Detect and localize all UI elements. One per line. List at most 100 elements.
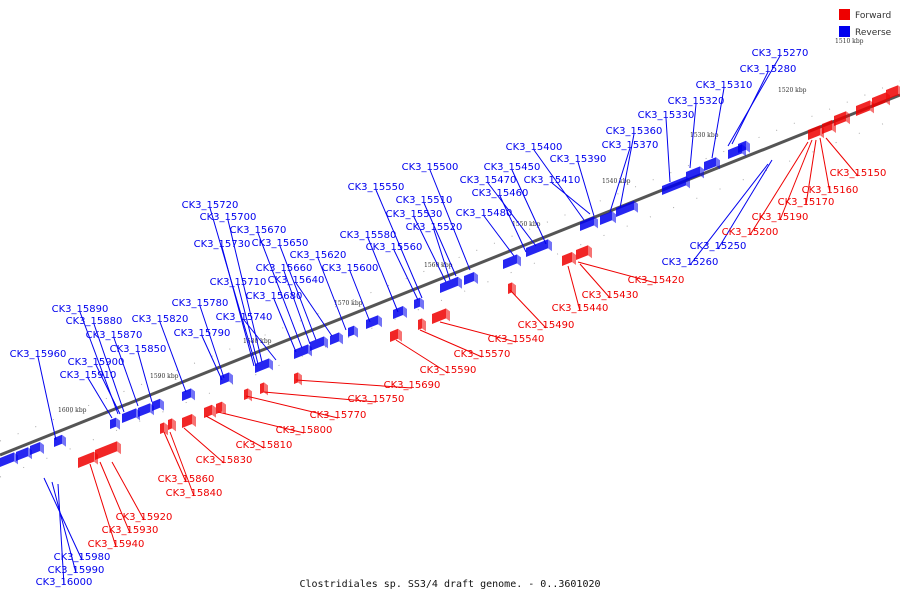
leader-line: [689, 163, 769, 266]
leader-line: [95, 364, 121, 415]
leader-line: [273, 298, 297, 353]
leader-line: [51, 481, 77, 574]
gene-label: CK3_15410: [524, 175, 581, 186]
gene-label: CK3_15920: [116, 512, 173, 523]
leader-line: [263, 391, 377, 403]
gene-label: CK3_15890: [52, 304, 109, 315]
leader-line: [317, 257, 347, 331]
gene-label: CK3_15850: [110, 344, 167, 355]
gene-label: CK3_15900: [68, 357, 125, 368]
forward-gene-block: [182, 414, 196, 428]
gene-label: CK3_15670: [230, 225, 287, 236]
legend: Forward Reverse: [839, 9, 892, 38]
leader-line: [609, 147, 631, 213]
gene-label: CK3_15560: [366, 242, 423, 253]
leader-line: [163, 431, 187, 483]
leader-line: [429, 169, 471, 271]
reverse-gene-block: [255, 358, 273, 373]
leader-line: [577, 161, 595, 217]
tick-label: 1590 kbp: [150, 373, 179, 380]
gene-label: CK3_15270: [752, 48, 809, 59]
leader-line: [87, 377, 113, 419]
gene-label: CK3_15880: [66, 316, 123, 327]
gene-label: CK3_15910: [60, 370, 117, 381]
gene-label: CK3_15330: [638, 110, 695, 121]
gene-label: CK3_15470: [460, 175, 517, 186]
gene-label: CK3_15550: [348, 182, 405, 193]
forward-gene-block: [822, 120, 836, 134]
gene-label: CK3_15990: [48, 565, 105, 576]
gene-label: CK3_15750: [348, 394, 405, 405]
leader-line: [567, 265, 581, 312]
reverse-gene-block: [686, 166, 704, 181]
leader-line: [295, 379, 413, 389]
forward-gene-block: [95, 441, 121, 460]
forward-gene-block: [834, 111, 850, 126]
gene-label: CK3_15600: [322, 263, 379, 274]
leader-line: [295, 282, 333, 337]
gene-label: CK3_15390: [550, 154, 607, 165]
gene-label: CK3_15510: [396, 195, 453, 206]
forward-gene-block: [576, 245, 592, 260]
leader-line: [511, 169, 547, 245]
gene-label: CK3_15200: [722, 227, 779, 238]
leader-line: [665, 117, 671, 183]
tick-label: 1550 kbp: [512, 221, 541, 228]
leader-line: [433, 229, 451, 281]
axis-line: [0, 93, 900, 457]
gene-label: CK3_15930: [102, 525, 159, 536]
forward-gene-block: [808, 125, 824, 140]
gene-label: CK3_15640: [268, 275, 325, 286]
gene-label: CK3_15580: [340, 230, 397, 241]
leader-line: [349, 270, 371, 323]
forward-gene-block: [168, 418, 176, 432]
legend-reverse-swatch: [839, 26, 850, 37]
gene-label: CK3_15500: [402, 162, 459, 173]
leader-line: [579, 263, 611, 299]
gene-label: CK3_15690: [384, 380, 441, 391]
gene-label: CK3_15190: [752, 212, 809, 223]
forward-gene-block: [562, 252, 576, 266]
gene-label: CK3_15440: [552, 303, 609, 314]
gene-label: CK3_15400: [506, 142, 563, 153]
leader-line: [711, 87, 725, 159]
gene-label: CK3_15800: [276, 425, 333, 436]
leader-line: [413, 216, 447, 283]
leader-line: [689, 103, 697, 169]
reverse-gene-block: [16, 447, 32, 461]
map-caption: Clostridiales sp. SS3/4 draft genome. - …: [299, 579, 600, 590]
gene-label: CK3_15160: [802, 185, 859, 196]
leader-line: [283, 270, 311, 345]
tick-label: 1540 kbp: [602, 178, 631, 185]
gene-label: CK3_15650: [252, 238, 309, 249]
gene-blocks: [0, 85, 900, 468]
leader-line: [499, 195, 527, 253]
gene-label: CK3_15810: [236, 440, 293, 451]
reverse-gene-block: [464, 272, 478, 285]
leader-line: [243, 319, 277, 361]
gene-label: CK3_15820: [132, 314, 189, 325]
gene-label: CK3_15420: [628, 275, 685, 286]
gene-label: CK3_15700: [200, 212, 257, 223]
gene-label: CK3_15430: [582, 290, 639, 301]
legend-reverse-label: Reverse: [855, 28, 892, 38]
gene-label: CK3_15870: [86, 330, 143, 341]
leader-line: [111, 461, 145, 521]
leader-line: [89, 463, 117, 548]
leader-line: [419, 329, 483, 358]
gene-label: CK3_15790: [174, 328, 231, 339]
gene-label: CK3_15710: [210, 277, 267, 288]
leader-line: [825, 137, 859, 177]
reverse-gene-block: [738, 140, 750, 153]
reverse-gene-block: [310, 336, 328, 351]
leader-line: [217, 411, 305, 434]
leader-line: [395, 339, 449, 374]
leader-line: [137, 351, 153, 403]
leader-line: [183, 427, 225, 464]
leader-line: [393, 249, 419, 301]
forward-gene-block: [294, 372, 302, 386]
forward-gene-block: [856, 100, 874, 116]
gene-label: CK3_16000: [36, 577, 93, 588]
gene-label: CK3_15980: [54, 552, 111, 563]
forward-gene-block: [160, 422, 168, 436]
